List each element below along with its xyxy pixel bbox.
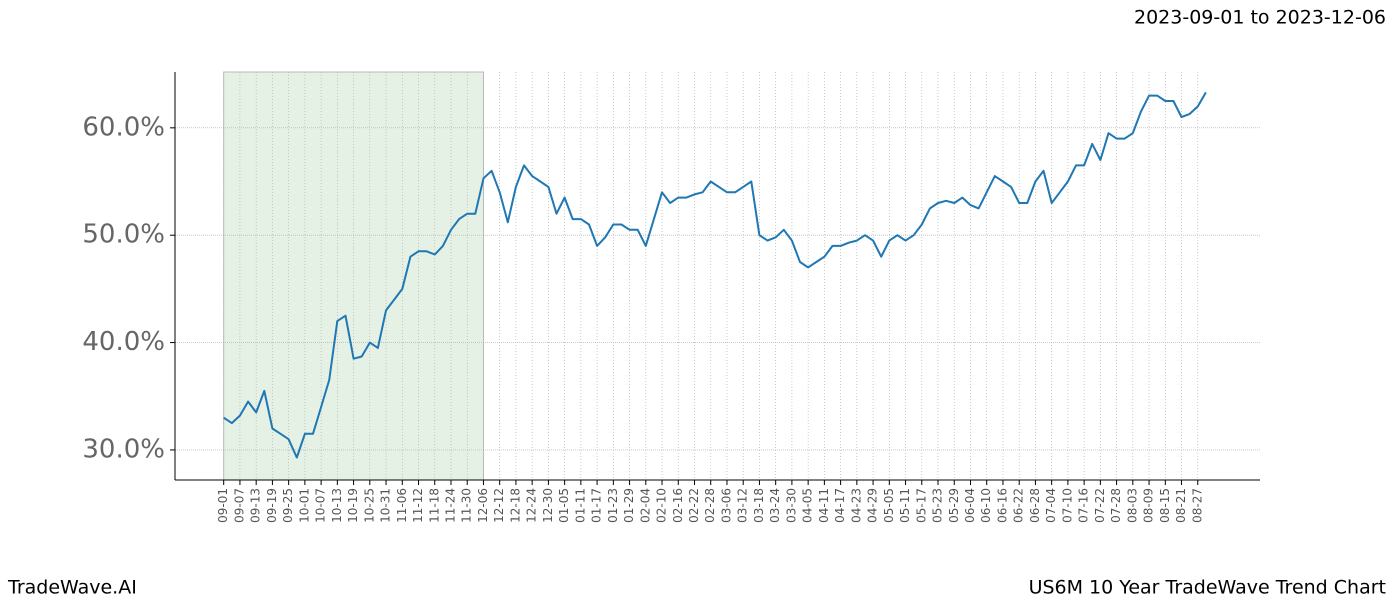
x-tick-label: 11-30 bbox=[460, 488, 474, 523]
x-tick-label: 03-24 bbox=[768, 488, 782, 523]
x-tick-label: 02-16 bbox=[671, 488, 685, 523]
x-tick-label: 07-04 bbox=[1044, 488, 1058, 523]
x-tick-label: 01-05 bbox=[557, 488, 571, 523]
x-tick-label: 09-13 bbox=[249, 488, 263, 523]
x-tick-label: 04-17 bbox=[833, 488, 847, 523]
x-tick-label: 02-04 bbox=[638, 488, 652, 523]
x-tick-label: 09-25 bbox=[281, 488, 295, 523]
date-range: 2023-09-01 to 2023-12-06 bbox=[1134, 7, 1386, 29]
x-tick-label: 10-19 bbox=[346, 488, 360, 523]
x-tick-label: 01-17 bbox=[590, 488, 604, 523]
x-tick-label: 10-31 bbox=[379, 488, 393, 523]
x-tick-label: 07-28 bbox=[1109, 488, 1123, 523]
x-tick-label: 05-05 bbox=[882, 488, 896, 523]
x-tick-label: 01-23 bbox=[606, 488, 620, 523]
x-tick-label: 06-28 bbox=[1028, 488, 1042, 523]
x-tick-label: 05-17 bbox=[914, 488, 928, 523]
x-tick-label: 04-05 bbox=[801, 488, 815, 523]
x-tick-label: 07-22 bbox=[1093, 488, 1107, 523]
x-tick-label: 03-18 bbox=[752, 488, 766, 523]
x-tick-label: 10-13 bbox=[330, 488, 344, 523]
x-tick-label: 11-06 bbox=[395, 488, 409, 523]
x-tick-label: 09-19 bbox=[265, 488, 279, 523]
x-tick-label: 12-18 bbox=[508, 488, 522, 523]
x-tick-label: 07-16 bbox=[1077, 488, 1091, 523]
x-tick-label: 09-07 bbox=[232, 488, 246, 523]
x-tick-label: 04-11 bbox=[817, 488, 831, 523]
trend-line bbox=[223, 91, 1207, 459]
x-tick-label: 04-23 bbox=[849, 488, 863, 523]
x-tick-label: 05-23 bbox=[931, 488, 945, 523]
x-tick-label: 12-12 bbox=[492, 488, 506, 523]
x-tick-label: 03-30 bbox=[784, 488, 798, 523]
x-tick-label: 08-21 bbox=[1174, 488, 1188, 523]
x-tick-label: 12-06 bbox=[476, 488, 490, 523]
y-tick-label: 50.0% bbox=[82, 220, 165, 250]
x-tick-label: 10-01 bbox=[297, 488, 311, 523]
x-tick-label: 06-16 bbox=[995, 488, 1009, 523]
x-tick-label: 01-29 bbox=[622, 488, 636, 523]
x-tick-label: 08-09 bbox=[1142, 488, 1156, 523]
chart-caption: US6M 10 Year TradeWave Trend Chart bbox=[1029, 577, 1386, 599]
x-tick-label: 06-10 bbox=[979, 488, 993, 523]
x-tick-label: 05-29 bbox=[947, 488, 961, 523]
y-tick-label: 40.0% bbox=[82, 327, 165, 357]
x-tick-label: 01-11 bbox=[573, 488, 587, 523]
x-tick-label: 09-01 bbox=[216, 488, 230, 523]
x-tick-label: 11-12 bbox=[411, 488, 425, 523]
x-tick-label: 03-12 bbox=[736, 488, 750, 523]
y-tick-label: 30.0% bbox=[82, 434, 165, 464]
x-tick-label: 12-30 bbox=[541, 488, 555, 523]
brand: TradeWave.AI bbox=[7, 577, 137, 599]
x-tick-label: 10-25 bbox=[362, 488, 376, 523]
x-tick-label: 02-10 bbox=[655, 488, 669, 523]
x-tick-label: 02-28 bbox=[703, 488, 717, 523]
x-tick-label: 05-11 bbox=[898, 488, 912, 523]
x-tick-label: 04-29 bbox=[866, 488, 880, 523]
x-tick-label: 12-24 bbox=[525, 488, 539, 523]
x-tick-label: 11-24 bbox=[443, 488, 457, 523]
y-tick-label: 60.0% bbox=[82, 112, 165, 142]
x-tick-label: 06-22 bbox=[1012, 488, 1026, 523]
x-tick-label: 10-07 bbox=[314, 488, 328, 523]
x-tick-label: 08-03 bbox=[1125, 488, 1139, 523]
x-tick-label: 08-27 bbox=[1190, 488, 1204, 523]
x-tick-label: 06-04 bbox=[963, 488, 977, 523]
x-tick-label: 11-18 bbox=[427, 488, 441, 523]
x-tick-label: 08-15 bbox=[1158, 488, 1172, 523]
x-tick-label: 07-10 bbox=[1060, 488, 1074, 523]
x-tick-label: 03-06 bbox=[719, 488, 733, 523]
x-tick-label: 02-22 bbox=[687, 488, 701, 523]
